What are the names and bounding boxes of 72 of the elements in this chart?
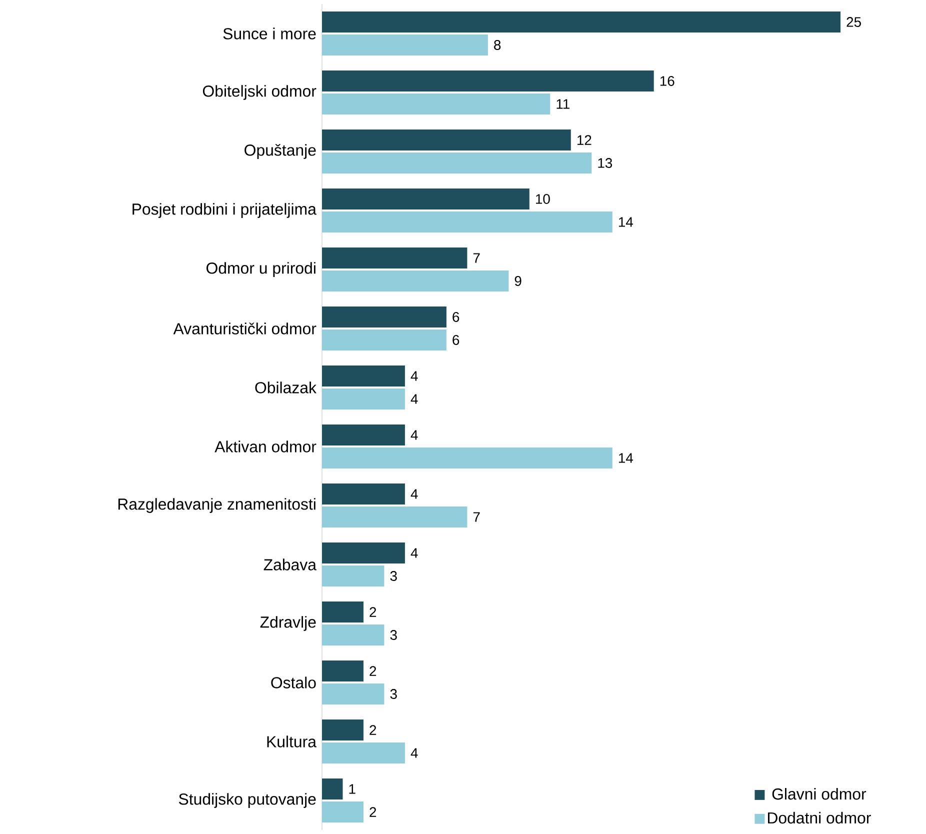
y-tick-label: Studijsko putovanje [178, 793, 316, 808]
bar [322, 306, 446, 328]
data-label: 4 [410, 548, 418, 558]
y-tick-label: Razgledavanje znamenitosti [118, 498, 316, 513]
bar [322, 152, 592, 174]
bar [322, 270, 509, 292]
bar [322, 330, 446, 351]
bar [322, 188, 530, 210]
legend-label: Glavni odmor [772, 788, 866, 800]
data-label: 4 [410, 489, 418, 499]
y-tick-label: Obilazak [255, 382, 316, 394]
data-label: 10 [536, 194, 550, 204]
bar [322, 660, 364, 682]
data-label: 3 [390, 689, 397, 699]
data-label: 9 [514, 276, 522, 286]
bar [322, 12, 841, 32]
y-tick-label: Kultura [267, 736, 316, 748]
bar [322, 720, 364, 741]
bar [322, 778, 343, 800]
data-label: 13 [598, 158, 612, 168]
data-label: 4 [410, 430, 418, 440]
bar [322, 388, 405, 410]
bar [322, 624, 384, 646]
data-label: 7 [473, 512, 480, 522]
data-label: 8 [494, 40, 501, 50]
legend-label: Dodatni odmor [768, 812, 871, 824]
data-label: 4 [410, 371, 418, 381]
y-tick-label: Zabava [264, 558, 316, 570]
data-label: 11 [556, 99, 570, 109]
data-label: 4 [410, 748, 418, 758]
bar [322, 802, 364, 823]
bar [322, 70, 654, 92]
data-label: 2 [370, 807, 376, 817]
data-label: 16 [660, 76, 674, 86]
bar [322, 212, 612, 233]
data-label: 14 [618, 453, 633, 463]
y-tick-label: Avanturistički odmor [173, 322, 316, 334]
y-tick-label: Obiteljski odmor [202, 85, 316, 100]
data-label: 3 [390, 571, 397, 581]
data-label: 14 [618, 217, 633, 227]
bar [322, 248, 468, 269]
data-label: 6 [452, 335, 460, 345]
data-label: 6 [452, 312, 460, 322]
y-tick-label: Aktivan odmor [214, 440, 316, 452]
data-label: 2 [370, 607, 376, 617]
data-label: 25 [846, 17, 861, 27]
y-tick-label: Odmor u prirodi [206, 262, 316, 277]
bar [322, 542, 405, 564]
data-label: 1 [349, 784, 356, 794]
data-label: 2 [370, 666, 376, 676]
bar [322, 684, 384, 705]
bar [322, 448, 612, 469]
y-tick-label: Zdravlje [260, 616, 316, 631]
y-tick-label: Ostalo [271, 676, 316, 688]
bar [322, 742, 405, 764]
bar [322, 506, 468, 528]
y-tick-label: Posjet rodbini i prijateljima [132, 203, 316, 218]
bar [322, 94, 550, 115]
bar [322, 424, 405, 446]
data-label: 12 [577, 135, 592, 145]
data-label: 2 [370, 725, 376, 735]
data-label: 4 [410, 394, 418, 404]
data-label: 7 [473, 253, 480, 263]
bar [322, 566, 384, 587]
bar [322, 484, 405, 505]
data-label: 3 [390, 630, 397, 640]
y-tick-label: Sunce i more [223, 28, 316, 40]
bar [322, 366, 405, 387]
bar [322, 34, 488, 56]
bar [322, 602, 364, 623]
y-tick-label: Opuštanje [244, 144, 316, 159]
bar [322, 130, 571, 151]
